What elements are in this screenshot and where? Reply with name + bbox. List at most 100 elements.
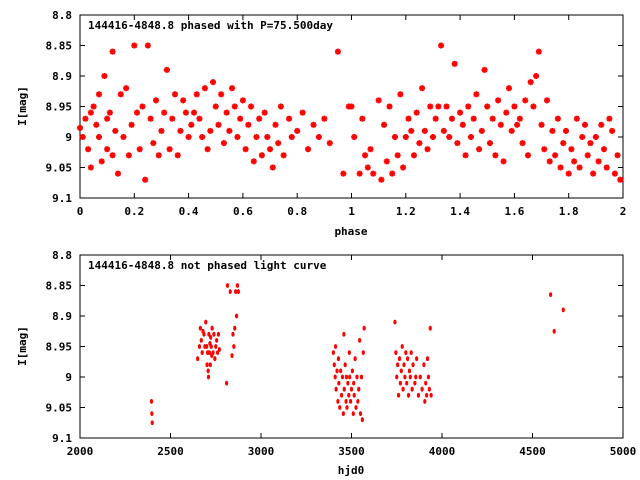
data-point — [207, 127, 214, 134]
data-point — [200, 350, 204, 355]
y-tick-label: 8.8 — [52, 249, 72, 262]
data-point — [280, 152, 287, 159]
data-point — [182, 109, 189, 116]
data-point — [96, 91, 103, 98]
data-point — [234, 313, 239, 319]
data-point — [571, 158, 578, 165]
data-point — [348, 103, 355, 110]
data-point — [213, 356, 217, 362]
data-point — [360, 417, 364, 423]
data-point — [598, 121, 605, 128]
y-tick-label: 8.9 — [52, 310, 72, 323]
data-point — [560, 140, 567, 147]
chart-title: 144416-4848.8 phased with P=75.500day — [88, 19, 333, 32]
data-point — [396, 362, 400, 368]
data-point — [115, 170, 122, 177]
data-point — [440, 127, 447, 134]
data-point — [332, 362, 336, 368]
data-point — [334, 386, 338, 392]
data-point — [198, 325, 202, 331]
data-point — [131, 42, 138, 49]
data-point — [197, 344, 202, 349]
data-point — [587, 140, 594, 147]
x-tick-label: 0.8 — [287, 205, 307, 218]
data-point — [144, 42, 151, 49]
data-point — [142, 176, 149, 183]
data-point — [549, 292, 553, 298]
data-point — [404, 350, 408, 355]
data-point — [229, 85, 236, 92]
data-point — [552, 152, 559, 159]
data-point — [467, 134, 474, 140]
data-point — [362, 152, 369, 159]
data-point — [136, 146, 143, 153]
data-point — [147, 115, 154, 122]
data-point — [435, 103, 442, 110]
data-point — [562, 127, 569, 134]
data-point — [446, 134, 453, 140]
data-point — [150, 140, 157, 147]
data-point — [210, 79, 217, 86]
data-point — [204, 146, 211, 153]
data-point — [352, 380, 356, 386]
data-point — [90, 103, 97, 110]
data-point — [209, 334, 213, 340]
data-point — [378, 176, 385, 183]
data-point — [340, 170, 347, 177]
data-point — [214, 344, 218, 349]
data-point — [389, 170, 396, 177]
data-point — [359, 374, 364, 380]
data-point — [339, 368, 343, 374]
axis-ticks: 2000 2500 3000 3500 4000 4500 5000 8.8 8.85 8.9 8.… — [46, 249, 637, 458]
data-point — [394, 152, 401, 159]
data-point — [225, 380, 229, 386]
data-point — [335, 368, 339, 374]
data-point — [163, 66, 170, 73]
data-point — [495, 97, 502, 104]
data-point — [347, 350, 351, 355]
data-point — [321, 115, 328, 122]
data-point — [188, 121, 195, 128]
data-point — [600, 146, 607, 153]
data-point — [344, 374, 349, 380]
data-point — [505, 85, 512, 92]
data-point — [196, 356, 200, 362]
data-point — [125, 152, 132, 159]
data-point — [393, 319, 397, 325]
data-point — [353, 356, 357, 362]
data-point — [234, 289, 238, 294]
data-point — [351, 134, 358, 140]
data-point — [438, 42, 445, 49]
data-point — [269, 164, 276, 171]
data-point — [337, 380, 341, 386]
data-point — [381, 121, 388, 128]
data-point — [112, 127, 119, 134]
unphased-light-curve-panel: 144416-4848.8 not phased light curve hjd… — [16, 249, 636, 477]
data-point — [234, 134, 241, 140]
data-point — [448, 115, 455, 122]
data-point — [423, 399, 427, 404]
data-point — [223, 109, 230, 116]
data-point — [465, 103, 472, 110]
data-point — [617, 176, 624, 183]
data-point — [245, 121, 252, 128]
data-point — [470, 115, 477, 122]
data-point — [543, 97, 550, 104]
data-point — [535, 48, 542, 55]
data-point — [573, 115, 580, 122]
data-point — [340, 374, 345, 380]
data-point — [336, 356, 341, 362]
data-point — [341, 411, 345, 416]
data-point — [399, 368, 403, 374]
data-point — [413, 380, 417, 386]
data-point — [331, 350, 335, 355]
data-point — [402, 362, 406, 368]
chart-title: 144416-4848.8 not phased light curve — [88, 259, 327, 272]
data-point — [454, 140, 461, 147]
data-point — [606, 115, 613, 122]
data-point — [250, 158, 257, 165]
data-point — [339, 392, 344, 398]
data-point — [258, 152, 265, 159]
data-point — [409, 350, 413, 355]
